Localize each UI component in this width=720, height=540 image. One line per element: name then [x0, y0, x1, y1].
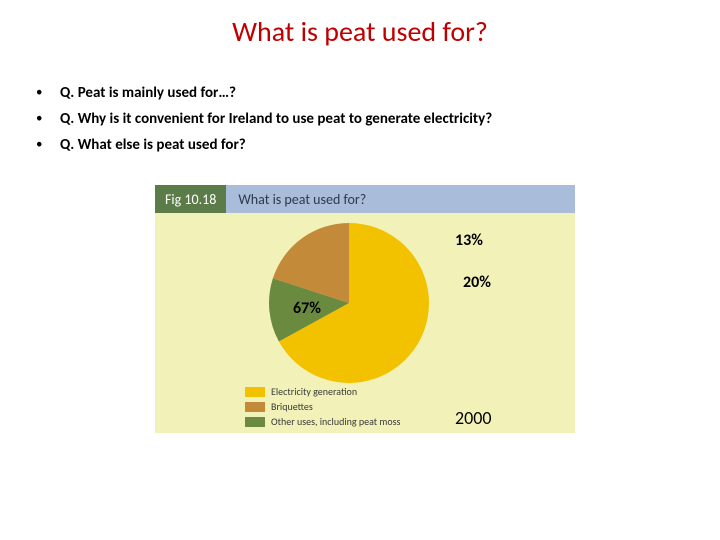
legend-text: Electricity generation	[271, 385, 357, 399]
bullet-list: • Q. Peat is mainly used for…? • Q. Why …	[34, 82, 674, 160]
list-item: • Q. Why is it convenient for Ireland to…	[34, 108, 674, 130]
bullet-dot-icon: •	[34, 134, 60, 156]
slide: What is peat used for? • Q. Peat is main…	[0, 0, 720, 540]
pie-percent-label: 67%	[293, 299, 321, 318]
figure-header: Fig 10.18 What is peat used for?	[155, 185, 575, 213]
figure-body: Electricity generationBriquettesOther us…	[155, 213, 575, 433]
legend-item: Other uses, including peat moss	[245, 415, 400, 429]
bullet-text: Q. Why is it convenient for Ireland to u…	[60, 108, 492, 130]
legend-item: Electricity generation	[245, 385, 400, 399]
figure-container: Fig 10.18 What is peat used for? Electri…	[155, 185, 575, 433]
figure-title: What is peat used for?	[226, 185, 575, 213]
bullet-dot-icon: •	[34, 108, 60, 130]
list-item: • Q. What else is peat used for?	[34, 134, 674, 156]
year-label: 2000	[455, 407, 492, 429]
bullet-text: Q. What else is peat used for?	[60, 134, 246, 156]
pie-percent-label: 20%	[463, 273, 491, 292]
page-title: What is peat used for?	[0, 14, 720, 49]
legend-swatch	[245, 417, 265, 427]
figure-tab: Fig 10.18	[155, 185, 226, 213]
legend-swatch	[245, 387, 265, 397]
pie-chart	[265, 219, 433, 387]
legend-swatch	[245, 402, 265, 412]
list-item: • Q. Peat is mainly used for…?	[34, 82, 674, 104]
legend-text: Briquettes	[271, 400, 313, 414]
pie-svg	[265, 219, 433, 387]
pie-percent-label: 13%	[455, 231, 483, 250]
bullet-dot-icon: •	[34, 82, 60, 104]
legend-item: Briquettes	[245, 400, 400, 414]
bullet-text: Q. Peat is mainly used for…?	[60, 82, 236, 104]
legend-text: Other uses, including peat moss	[271, 415, 400, 429]
chart-legend: Electricity generationBriquettesOther us…	[245, 385, 400, 430]
